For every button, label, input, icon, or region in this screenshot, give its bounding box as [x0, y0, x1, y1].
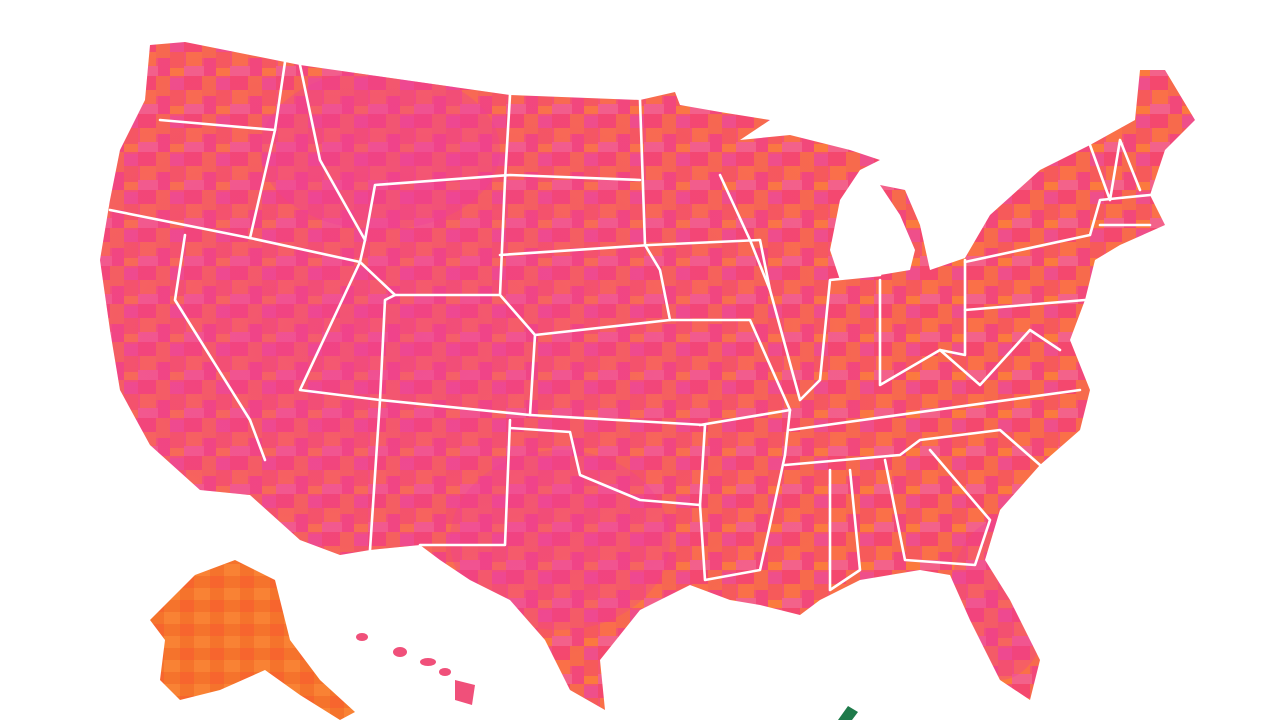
- state-border: [298, 63, 367, 242]
- state-border: [248, 173, 642, 264]
- state-border: [368, 398, 382, 552]
- state-border: [718, 173, 882, 402]
- state-border: [378, 293, 397, 402]
- state-border: [1088, 138, 1142, 202]
- state-border: [783, 428, 1042, 467]
- state-border: [963, 193, 1152, 264]
- island: [439, 668, 451, 676]
- state-border: [668, 318, 792, 427]
- state-border: [698, 408, 792, 582]
- region-tint: [450, 450, 670, 630]
- state-borders: [108, 60, 1152, 592]
- state-border: [498, 238, 772, 292]
- corner-mark: [838, 706, 858, 720]
- island: [420, 658, 436, 666]
- state-border: [498, 98, 672, 337]
- region-tint: [950, 520, 1050, 680]
- state-border: [883, 448, 992, 567]
- island: [356, 633, 368, 641]
- state-border: [828, 468, 862, 592]
- island: [455, 680, 475, 705]
- island: [393, 647, 407, 657]
- hawaii: [356, 633, 475, 705]
- state-border: [963, 298, 1087, 312]
- state-border: [418, 418, 512, 547]
- region-tint: [260, 70, 500, 230]
- state-border: [173, 233, 267, 462]
- state-border: [938, 328, 1062, 387]
- state-border: [788, 388, 1082, 432]
- alaska: [150, 560, 355, 720]
